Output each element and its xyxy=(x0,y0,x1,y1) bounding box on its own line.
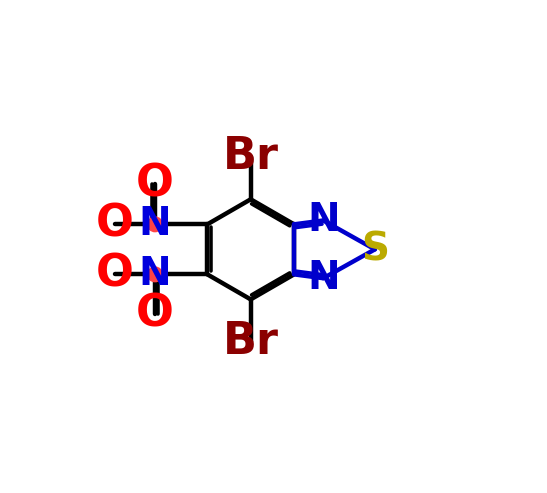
Text: Br: Br xyxy=(223,136,278,178)
Circle shape xyxy=(148,217,162,232)
Text: N: N xyxy=(307,259,340,297)
Text: O: O xyxy=(136,163,174,206)
Text: Br: Br xyxy=(223,320,278,363)
Text: N: N xyxy=(139,255,171,293)
Text: O: O xyxy=(96,203,134,246)
Text: S: S xyxy=(361,230,389,268)
Text: N: N xyxy=(307,202,340,240)
Text: O: O xyxy=(96,253,134,296)
Text: O: O xyxy=(136,293,174,336)
Text: N: N xyxy=(139,205,171,244)
Circle shape xyxy=(148,267,162,282)
